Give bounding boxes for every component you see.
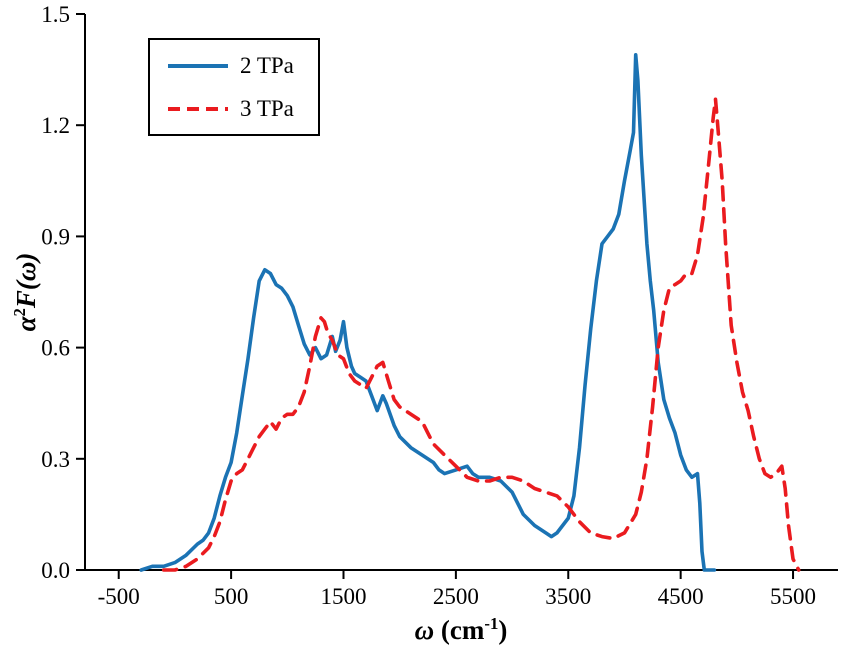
y-tick-label: 1.5	[41, 2, 70, 27]
legend-label-2tpa: 2 TPa	[240, 53, 294, 78]
y-tick-label: 0.3	[41, 447, 70, 472]
x-tick-label: 5500	[770, 584, 816, 609]
alpha-exponent: 2	[10, 308, 29, 317]
legend-line-sample-solid	[168, 63, 228, 68]
alpha-symbol: α	[11, 316, 41, 332]
y-tick-label: 0.6	[41, 336, 70, 361]
x-tick-label: 3500	[545, 584, 591, 609]
y-tick-label: 0.9	[41, 224, 70, 249]
series-line-2-tpa	[139, 53, 717, 572]
x-tick-label: 4500	[658, 584, 704, 609]
x-tick-label: 500	[214, 584, 249, 609]
series-line-3-tpa	[161, 97, 801, 572]
legend-entry-2tpa: 2 TPa	[168, 54, 294, 77]
legend-entry-3tpa: 3 TPa	[168, 97, 294, 120]
y-axis-title: α2F(ω)	[10, 253, 42, 332]
omega-symbol: ω	[414, 615, 435, 645]
y-tick-label: 1.2	[41, 113, 70, 138]
x-tick-label: 1500	[320, 584, 366, 609]
legend-line-sample-dashed	[168, 106, 228, 111]
x-title-unit-close: )	[498, 615, 508, 645]
x-tick-label: -500	[98, 584, 140, 609]
x-tick-label: 2500	[433, 584, 479, 609]
y-title-function: F(ω)	[11, 252, 41, 309]
x-title-unit-open: (cm	[434, 615, 485, 645]
x-title-exponent: -1	[484, 614, 499, 633]
legend: 2 TPa 3 TPa	[148, 38, 320, 136]
legend-label-3tpa: 3 TPa	[240, 96, 294, 121]
x-axis-title: ω (cm-1)	[415, 614, 508, 646]
y-tick-label: 0.0	[41, 558, 70, 583]
